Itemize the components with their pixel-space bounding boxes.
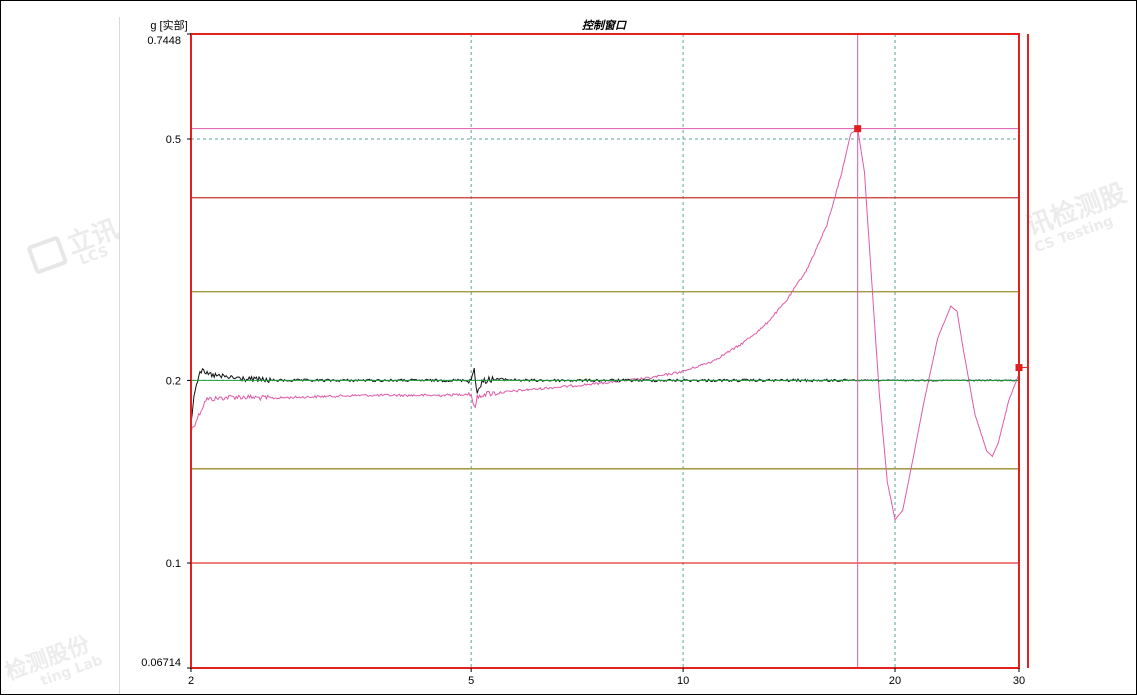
- y-tick-label: 0.06714: [141, 657, 181, 669]
- plot-area-border: [190, 33, 1020, 669]
- chart-title: 控制窗口: [582, 19, 627, 32]
- y-tick-label: 0.7448: [147, 35, 181, 47]
- x-tick-label: 2: [188, 675, 194, 687]
- y-tick-label: 0.1: [166, 558, 181, 570]
- series-line-response-pink: [190, 127, 1020, 521]
- y-tick-label: 0.5: [166, 134, 181, 146]
- x-tick-label: 5: [468, 675, 474, 687]
- tick-labels: 2 5 10 20 30 0.7448 0.5 0.2 0.1 0.06714: [141, 33, 1025, 687]
- reference-lines: [191, 197, 1019, 564]
- panel-separator: [119, 17, 120, 694]
- x-tick-label: 10: [677, 675, 689, 687]
- x-tick-label: 30: [1013, 675, 1025, 687]
- series-layer: [190, 127, 1020, 521]
- cursor-marker: [854, 125, 862, 133]
- cursor-layer: [191, 34, 1027, 668]
- y-tick-label: 0.2: [166, 375, 181, 387]
- x-tick-label: 20: [889, 675, 901, 687]
- y-axis-label: g [实部]: [150, 18, 187, 32]
